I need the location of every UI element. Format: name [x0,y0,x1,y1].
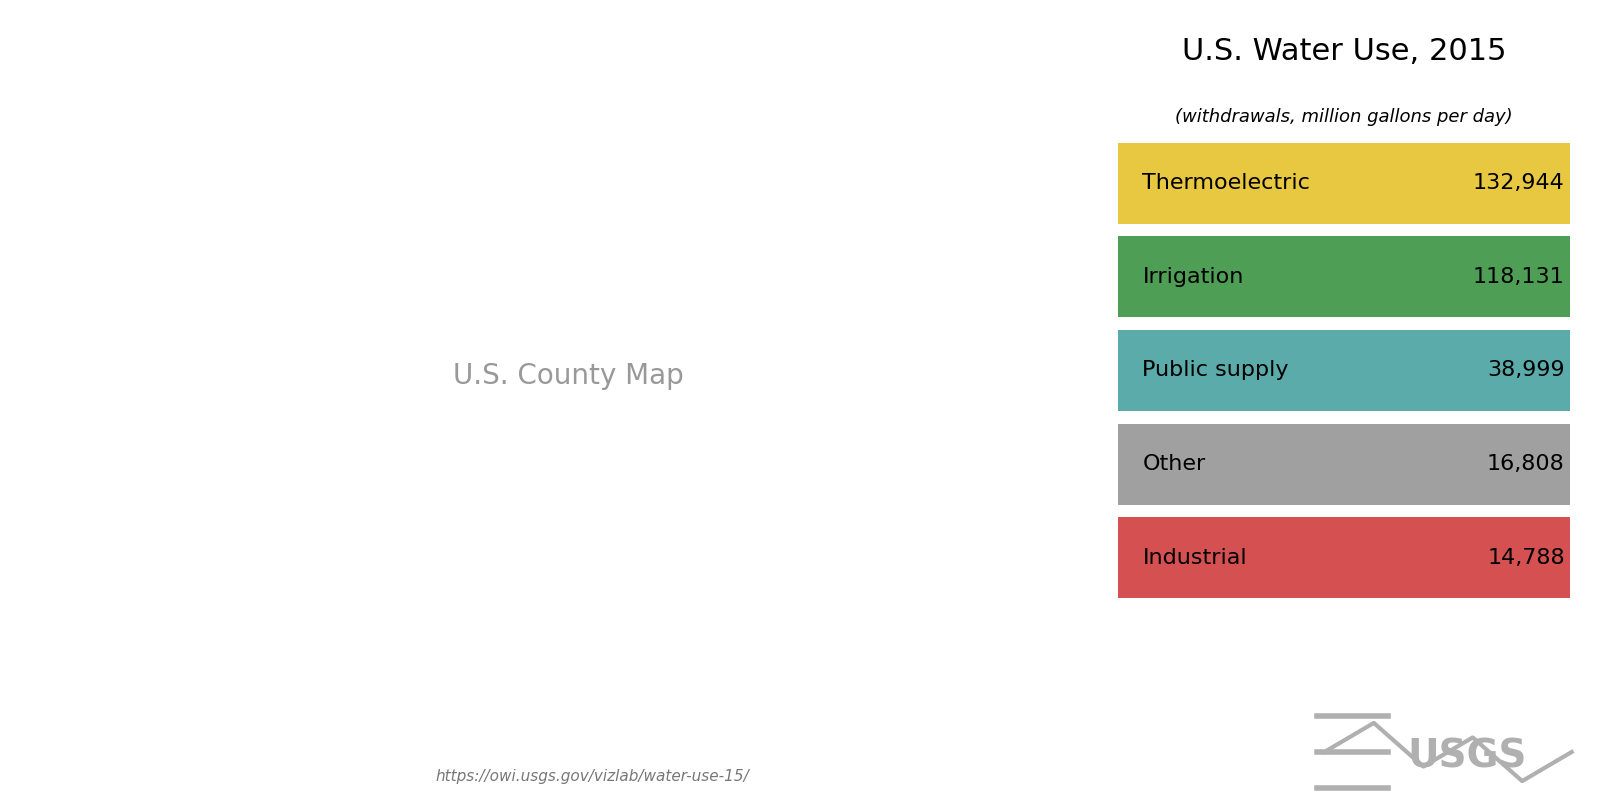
Text: Public supply: Public supply [1142,361,1290,381]
Text: Industrial: Industrial [1142,548,1246,568]
Text: U.S. County Map: U.S. County Map [453,362,683,390]
Text: Other: Other [1142,454,1206,474]
Text: 132,944: 132,944 [1474,174,1565,194]
FancyBboxPatch shape [1118,330,1570,411]
Text: 14,788: 14,788 [1486,548,1565,568]
FancyBboxPatch shape [1118,424,1570,505]
Text: U.S. Water Use, 2015: U.S. Water Use, 2015 [1182,37,1506,66]
Text: USGS: USGS [1408,737,1526,775]
FancyBboxPatch shape [1118,236,1570,318]
Text: Thermoelectric: Thermoelectric [1142,174,1310,194]
Text: 38,999: 38,999 [1486,361,1565,381]
Text: 16,808: 16,808 [1486,454,1565,474]
FancyBboxPatch shape [1118,518,1570,598]
Text: Irrigation: Irrigation [1142,267,1243,287]
Text: https://owi.usgs.gov/vizlab/water-use-15/: https://owi.usgs.gov/vizlab/water-use-15… [435,769,749,784]
Text: 118,131: 118,131 [1474,267,1565,287]
Text: (withdrawals, million gallons per day): (withdrawals, million gallons per day) [1174,107,1514,126]
FancyBboxPatch shape [1118,142,1570,224]
